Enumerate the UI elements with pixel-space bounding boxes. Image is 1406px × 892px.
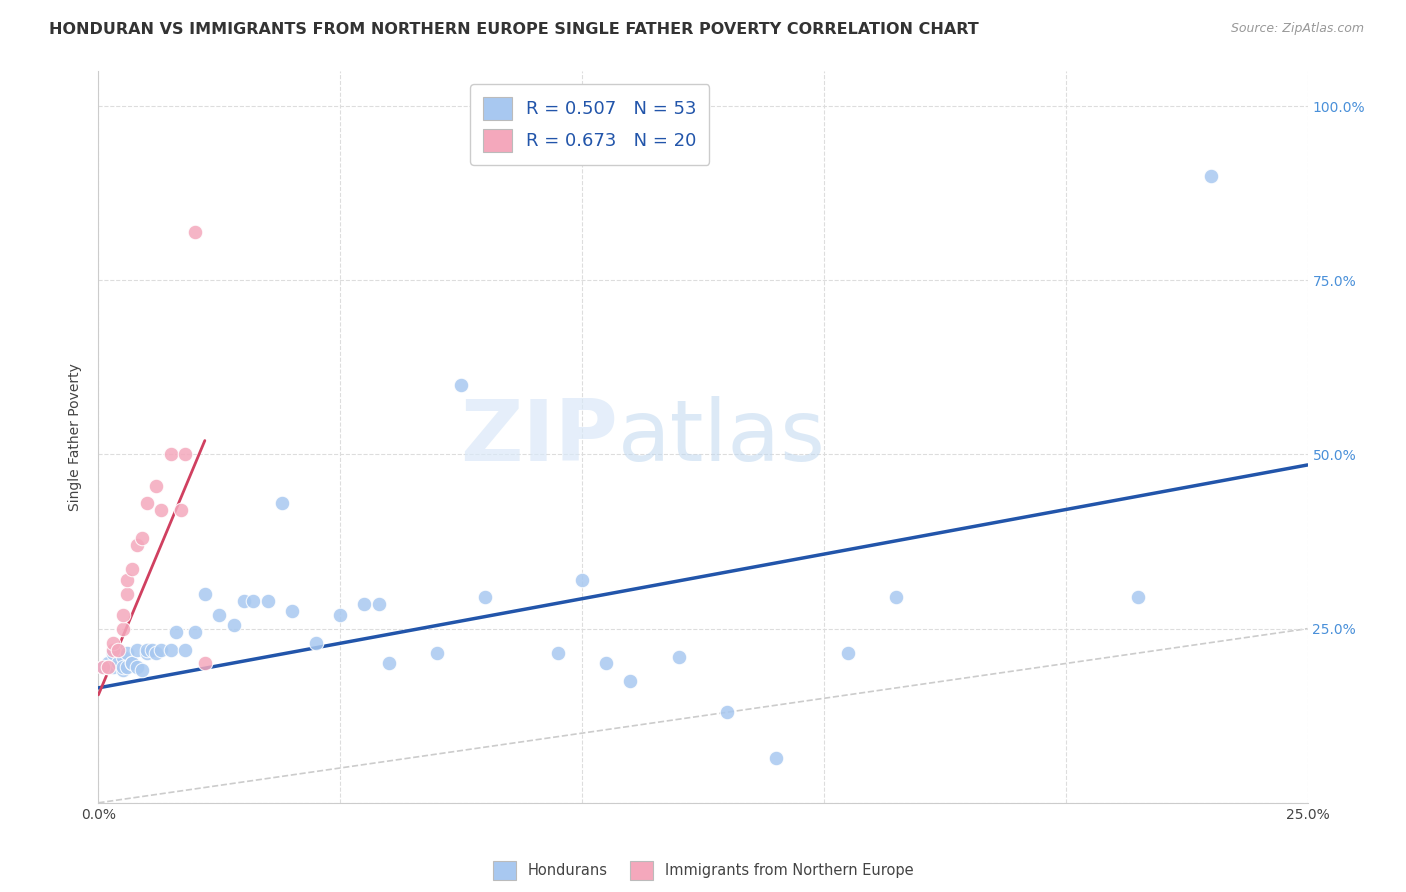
Point	[368, 597, 391, 611]
Point	[208, 607, 231, 622]
Point	[165, 625, 187, 640]
Point	[107, 642, 129, 657]
Point	[111, 660, 134, 674]
Point	[242, 594, 264, 608]
Point	[101, 642, 124, 657]
Point	[135, 496, 157, 510]
Point	[111, 649, 134, 664]
Point	[117, 573, 139, 587]
Point	[174, 642, 197, 657]
Point	[107, 642, 129, 657]
Point	[101, 660, 124, 674]
Point	[184, 225, 207, 239]
Point	[194, 587, 217, 601]
Text: atlas: atlas	[619, 395, 827, 479]
Point	[150, 503, 173, 517]
Point	[765, 750, 787, 764]
Text: Source: ZipAtlas.com: Source: ZipAtlas.com	[1230, 22, 1364, 36]
Point	[131, 531, 153, 545]
Point	[837, 646, 859, 660]
Point	[232, 594, 254, 608]
Point	[329, 607, 352, 622]
Point	[571, 573, 593, 587]
Point	[256, 594, 278, 608]
Point	[281, 604, 304, 618]
Point	[619, 673, 641, 688]
Point	[194, 657, 217, 671]
Point	[101, 635, 124, 649]
Point	[353, 597, 375, 611]
Y-axis label: Single Father Poverty: Single Father Poverty	[69, 363, 83, 511]
Point	[127, 642, 149, 657]
Point	[121, 657, 143, 671]
Text: ZIP: ZIP	[461, 395, 619, 479]
Point	[668, 649, 690, 664]
Point	[111, 607, 134, 622]
Point	[474, 591, 496, 605]
Point	[111, 664, 134, 678]
Point	[117, 660, 139, 674]
Point	[91, 660, 114, 674]
Point	[160, 642, 183, 657]
Point	[450, 377, 472, 392]
Point	[1128, 591, 1150, 605]
Point	[97, 660, 120, 674]
Point	[222, 618, 245, 632]
Point	[716, 705, 738, 719]
Point	[169, 503, 191, 517]
Point	[145, 479, 167, 493]
Point	[174, 448, 197, 462]
Point	[271, 496, 294, 510]
Point	[121, 657, 143, 671]
Point	[131, 664, 153, 678]
Point	[97, 660, 120, 674]
Point	[145, 646, 167, 660]
Point	[547, 646, 569, 660]
Point	[117, 587, 139, 601]
Point	[595, 657, 617, 671]
Point	[1199, 169, 1222, 183]
Point	[127, 660, 149, 674]
Point	[886, 591, 908, 605]
Point	[377, 657, 399, 671]
Point	[135, 646, 157, 660]
Point	[135, 642, 157, 657]
Point	[101, 646, 124, 660]
Point	[160, 448, 183, 462]
Point	[305, 635, 328, 649]
Point	[107, 657, 129, 671]
Point	[426, 646, 449, 660]
Point	[111, 622, 134, 636]
Point	[97, 657, 120, 671]
Point	[141, 642, 163, 657]
Point	[117, 646, 139, 660]
Legend: Hondurans, Immigrants from Northern Europe: Hondurans, Immigrants from Northern Euro…	[485, 854, 921, 888]
Text: HONDURAN VS IMMIGRANTS FROM NORTHERN EUROPE SINGLE FATHER POVERTY CORRELATION CH: HONDURAN VS IMMIGRANTS FROM NORTHERN EUR…	[49, 22, 979, 37]
Point	[150, 642, 173, 657]
Point	[184, 625, 207, 640]
Point	[121, 562, 143, 576]
Point	[127, 538, 149, 552]
Point	[91, 660, 114, 674]
